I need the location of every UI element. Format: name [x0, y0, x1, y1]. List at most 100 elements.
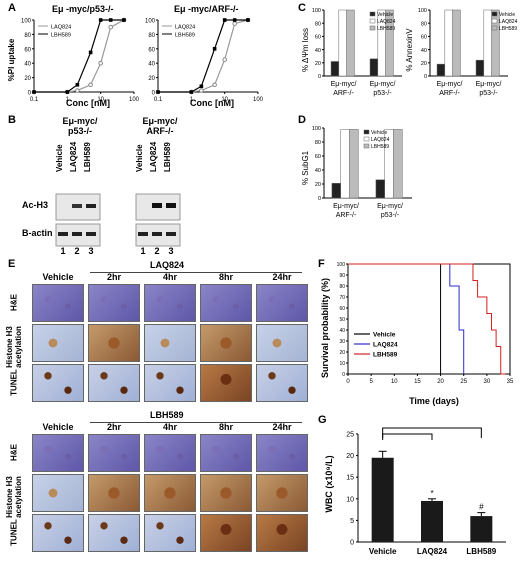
pg-ytick-label: 10 — [346, 496, 354, 503]
pg-bracket-1 — [382, 433, 433, 440]
pc-left-legend-swatch — [369, 18, 376, 24]
panel-label-d: D — [298, 114, 306, 126]
panel-d-ylabel: % SubG1 — [301, 150, 310, 185]
pf-xtick-label: 10 — [391, 379, 398, 385]
pc-right-legend-label: Vehicle — [499, 12, 515, 18]
blot-bactin-band-2c — [166, 232, 176, 236]
e-bot-row-label: TUNEL — [9, 519, 19, 546]
pc-left-category-label: ARF-/- — [333, 90, 354, 97]
pc-right-legend-swatch — [491, 11, 498, 17]
e-top-timepoint-label: 24hr — [272, 272, 292, 282]
pg-ytick-label: 15 — [346, 475, 354, 482]
panel-a-ylabel: %PI uptake — [7, 38, 16, 81]
e-top-tissue-image — [200, 324, 252, 362]
pf-ytick-label: 100 — [337, 262, 346, 268]
pd-ytick-label: 60 — [315, 154, 321, 160]
pg-bar-laq824 — [421, 500, 443, 542]
e-bot-tissue-image — [144, 434, 196, 472]
blot-ach3-band-lbh-1 — [86, 204, 96, 208]
pf-ytick-label: 0 — [342, 372, 345, 378]
panel-a-right-title: Eμ -myc/ARF-/- — [174, 4, 239, 14]
e-top-timepoint-label: 2hr — [106, 272, 121, 282]
panel-d-plot: 0 20 40 60 80 100 Eμ-myc/ARF-/- Eμ-myc/p53-/- Ve… — [312, 126, 412, 219]
panel-e-bottom-drug: LBH589 — [150, 410, 184, 420]
pa-right-point-lbh589 — [222, 18, 227, 22]
pa-right-xtick-label: 10 — [221, 97, 228, 103]
pa-left-xtick-label: 10 — [97, 97, 104, 103]
pg-annotation-star: * — [430, 489, 433, 498]
panel-f-plot: 0 10 20 30 40 50 60 70 80 90 100 0 5 10 15 20 25 30 35 Vehi… — [337, 262, 514, 385]
pc-right-ytick-label: 40 — [421, 48, 427, 54]
pa-right-point-lbh589 — [189, 90, 194, 94]
panel-a-right-xlabel: Conc [nM] — [190, 98, 234, 108]
panel-e-histology: LAQ824 LBH589 Vehicle 2hr 4hr 8hr 24hr H&E His… — [0, 260, 312, 564]
blot-lane-lbh589-1: LBH589 — [83, 142, 92, 172]
e-bot-timepoint-label: 2hr — [106, 422, 121, 432]
pf-xtick-label: 25 — [460, 379, 467, 385]
pc-left-legend-label: LAQ824 — [377, 19, 396, 25]
e-bot-tissue-image — [144, 474, 196, 512]
blot-bactin-band-2a — [138, 232, 148, 236]
e-bot-tissue-image — [200, 474, 252, 512]
pd-legend-swatch — [363, 136, 370, 142]
pa-right-series-lbh589 — [158, 19, 248, 93]
pa-left-point-lbh589 — [65, 90, 70, 94]
pf-ytick-label: 10 — [339, 361, 345, 367]
pc-right-ytick-label: 20 — [421, 61, 427, 67]
e-top-tissue-image — [256, 324, 308, 362]
pa-left-point-lbh589 — [122, 18, 126, 22]
pd-ytick-label: 0 — [318, 196, 321, 202]
pa-left-point-lbh589 — [75, 83, 80, 87]
panel-g-ylabel: WBC (x10⁹/L) — [324, 455, 334, 512]
pa-left-point-lbh589 — [88, 50, 93, 55]
pg-ytick-label: 20 — [346, 453, 354, 460]
pc-left-ytick-label: 40 — [315, 48, 321, 54]
e-bot-tissue-image — [32, 474, 84, 512]
blot-lane-vehicle-2: Vehicle — [135, 144, 144, 172]
pc-left-bar-vehicle — [330, 61, 340, 77]
pf-legend-label: LAQ824 — [373, 342, 398, 349]
pc-left-bar-lbh589 — [385, 9, 394, 77]
e-top-tissue-image — [200, 364, 252, 402]
pd-bar-laq824 — [340, 129, 350, 199]
pa-right-point-laq824 — [232, 21, 238, 26]
pg-bar-lbh589 — [470, 516, 493, 542]
pa-left-legend-label: LAQ824 — [51, 25, 71, 31]
e-top-tissue-image — [256, 364, 308, 402]
panel-f-xlabel: Time (days) — [409, 396, 459, 406]
pg-bar-vehicle — [371, 457, 394, 542]
blot-num-1b: 2 — [74, 246, 79, 254]
pf-xtick-label: 15 — [414, 379, 421, 385]
pa-right-legend-label: LAQ824 — [175, 25, 195, 31]
pf-ytick-label: 30 — [339, 339, 345, 345]
panel-label-b: B — [8, 114, 16, 126]
pa-left-xtick-label: 1 — [66, 97, 70, 103]
e-top-tissue-image — [88, 364, 140, 402]
pc-left-bar-vehicle — [369, 58, 379, 77]
pc-right-legend-swatch — [491, 25, 498, 31]
pc-left-category-label: Eμ-myc/ — [331, 81, 357, 88]
pd-legend-label: Vehicle — [371, 130, 387, 136]
blot-row-ach3: Ac-H3 — [22, 200, 48, 210]
blot-ach3-band-lbh-2 — [166, 203, 176, 208]
e-top-tissue-image — [256, 284, 308, 322]
e-top-tissue-image — [144, 364, 196, 402]
pg-annotation-hash: # — [479, 503, 484, 512]
pc-right-bar-vehicle — [436, 63, 446, 77]
e-bot-tissue-image — [256, 474, 308, 512]
pd-ytick-label: 20 — [315, 182, 321, 188]
blot-num-2b: 2 — [154, 246, 159, 254]
pa-left-point-laq824 — [88, 82, 93, 88]
e-bot-tissue-image — [88, 434, 140, 472]
pc-right-ytick-label: 80 — [421, 21, 427, 27]
pc-right-category-label: Eμ-myc/ — [437, 81, 463, 88]
e-top-tissue-image — [144, 324, 196, 362]
panel-g-chart: 0 5 10 15 20 25 Vehicle LAQ824 LBH589 * # WBC (x10… — [324, 427, 506, 556]
panel-g-plot: 0 5 10 15 20 25 Vehicle LAQ824 LBH589 * # — [346, 427, 506, 556]
e-top-timepoint-label: 8hr — [218, 272, 233, 282]
pd-category-label: Eμ-myc/ — [377, 203, 403, 210]
e-bot-tissue-image — [200, 514, 252, 552]
pc-right-category-label: Eμ-myc/ — [476, 81, 502, 88]
pa-right-xtick-label: 100 — [253, 97, 264, 103]
pa-right-xtick-label: 0.1 — [154, 97, 163, 103]
